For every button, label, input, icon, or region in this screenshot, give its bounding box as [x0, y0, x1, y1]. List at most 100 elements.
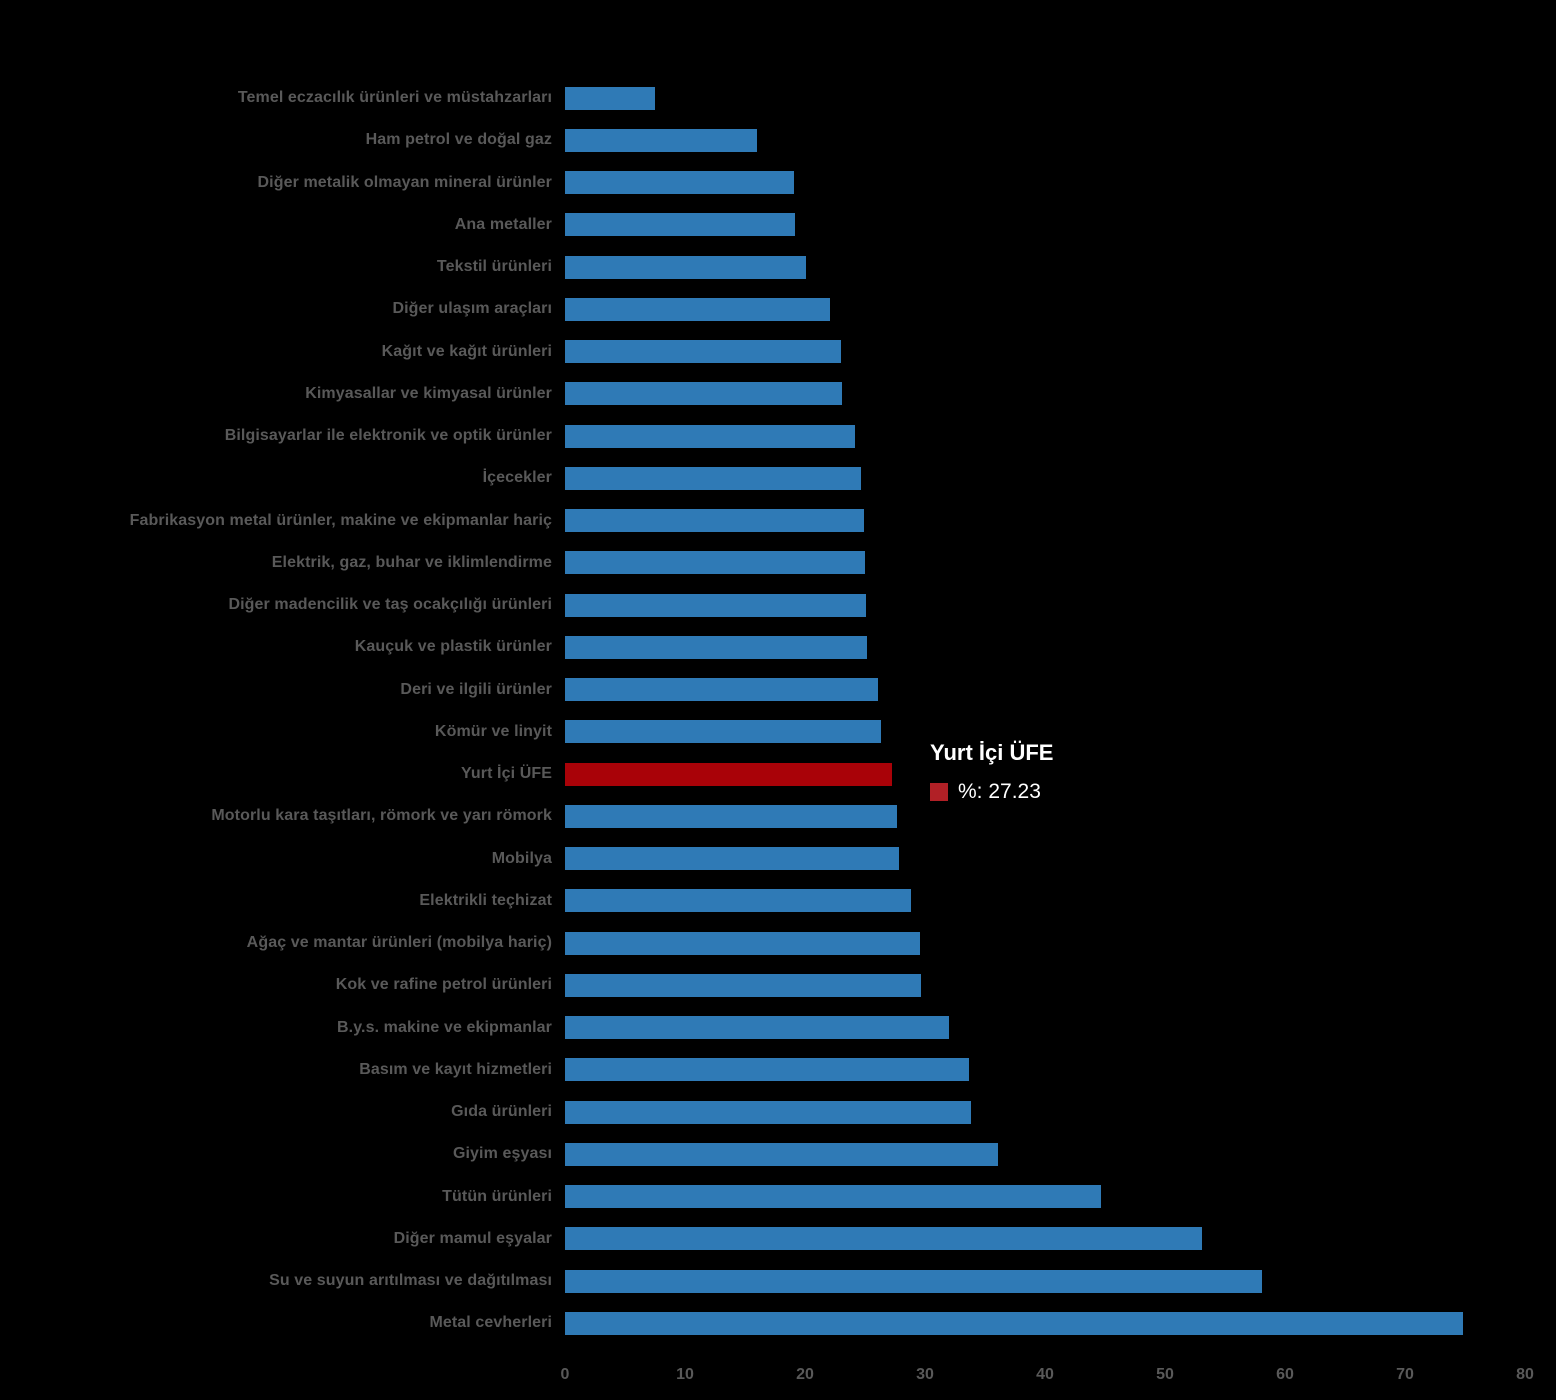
bar-row: Ağaç ve mantar ürünleri (mobilya hariç)	[0, 922, 1556, 964]
bar[interactable]	[565, 171, 795, 195]
category-label: Mobilya	[491, 849, 552, 867]
category-label: B.y.s. makine ve ekipmanlar	[337, 1018, 552, 1036]
tooltip-value: %: 27.23	[958, 780, 1041, 803]
bar-row: Kok ve rafine petrol ürünleri	[0, 964, 1556, 1006]
bar[interactable]	[565, 1058, 970, 1082]
bar[interactable]	[565, 297, 831, 321]
category-label: Ham petrol ve doğal gaz	[365, 131, 552, 149]
category-label: Gıda ürünleri	[451, 1103, 552, 1121]
category-label: Diğer metalik olmayan mineral ürünler	[257, 173, 552, 191]
bar-track	[565, 1142, 1525, 1166]
x-axis-tick-label: 30	[916, 1366, 934, 1383]
bar[interactable]	[565, 424, 856, 448]
bar-track	[565, 424, 1525, 448]
bar-track	[565, 340, 1525, 364]
bar[interactable]	[565, 1269, 1263, 1293]
bar-rows: Temel eczacılık ürünleri ve müstahzarlar…	[0, 77, 1556, 1345]
bar-track	[565, 1100, 1525, 1124]
bar[interactable]	[565, 213, 796, 237]
bar[interactable]	[565, 1100, 971, 1124]
bar-track	[565, 551, 1525, 575]
category-label: Kömür ve linyit	[434, 722, 552, 740]
x-axis-tick-label: 60	[1276, 1366, 1294, 1383]
bar[interactable]	[565, 1311, 1463, 1335]
category-label: Tekstil ürünleri	[436, 258, 552, 276]
bar[interactable]	[565, 340, 841, 364]
bar-track	[565, 889, 1525, 913]
bar[interactable]	[565, 1016, 949, 1040]
bar-track	[565, 1227, 1525, 1251]
highlighted-bar[interactable]	[565, 762, 892, 786]
category-label: Motorlu kara taşıtları, römork ve yarı r…	[211, 807, 552, 825]
bar[interactable]	[565, 720, 881, 744]
x-axis-tick-label: 40	[1036, 1366, 1054, 1383]
bar-track	[565, 973, 1525, 997]
category-label: Diğer madencilik ve taş ocakçılığı ürünl…	[228, 596, 552, 614]
bar-row: Ham petrol ve doğal gaz	[0, 119, 1556, 161]
tooltip: Yurt İçi ÜFE %: 27.23	[930, 740, 1053, 804]
bar[interactable]	[565, 1185, 1102, 1209]
bar-track	[565, 1058, 1525, 1082]
bar-row: Deri ve ilgili ürünler	[0, 669, 1556, 711]
bar[interactable]	[565, 635, 868, 659]
category-label: Metal cevherleri	[429, 1314, 552, 1332]
bar-row: Elektrikli teçhizat	[0, 880, 1556, 922]
bar-track	[565, 297, 1525, 321]
bar-track	[565, 509, 1525, 533]
category-label: Bilgisayarlar ile elektronik ve optik ür…	[224, 427, 552, 445]
bar[interactable]	[565, 466, 862, 490]
x-axis-tick-label: 0	[560, 1366, 570, 1383]
bar-row: Gıda ürünleri	[0, 1091, 1556, 1133]
x-axis-tick-label: 70	[1396, 1366, 1414, 1383]
tooltip-line: %: 27.23	[930, 780, 1053, 804]
category-label: Fabrikasyon metal ürünler, makine ve eki…	[129, 511, 552, 529]
bar-track	[565, 635, 1525, 659]
bar-row: Basım ve kayıt hizmetleri	[0, 1049, 1556, 1091]
bar-track	[565, 86, 1525, 110]
category-label: Ana metaller	[454, 215, 552, 233]
bar-row: B.y.s. makine ve ekipmanlar	[0, 1007, 1556, 1049]
bar-row: Kauçuk ve plastik ürünler	[0, 626, 1556, 668]
x-axis: 0 10 20 30 40 50 60 70 80	[561, 1358, 1534, 1394]
bar-track	[565, 593, 1525, 617]
bar[interactable]	[565, 973, 922, 997]
tooltip-legend-swatch	[930, 783, 948, 801]
category-label: Elektrikli teçhizat	[419, 891, 552, 909]
bar[interactable]	[565, 678, 879, 702]
bar-row: Diğer mamul eşyalar	[0, 1218, 1556, 1260]
category-label: Diğer mamul eşyalar	[393, 1229, 552, 1247]
category-label: Deri ve ilgili ürünler	[400, 680, 552, 698]
bar-row: Elektrik, gaz, buhar ve iklimlendirme	[0, 542, 1556, 584]
bar[interactable]	[565, 128, 757, 152]
bar[interactable]	[565, 1227, 1203, 1251]
category-label: Kimyasallar ve kimyasal ürünler	[305, 384, 552, 402]
bar-row: Diğer metalik olmayan mineral ürünler	[0, 162, 1556, 204]
bar[interactable]	[565, 847, 899, 871]
bar-row: Kimyasallar ve kimyasal ürünler	[0, 373, 1556, 415]
bar-row: Metal cevherleri	[0, 1302, 1556, 1344]
bar-row: Su ve suyun arıtılması ve dağıtılması	[0, 1260, 1556, 1302]
bar-track	[565, 847, 1525, 871]
bar-track	[565, 1016, 1525, 1040]
bar-row: İçecekler	[0, 457, 1556, 499]
bar-track	[565, 128, 1525, 152]
bar-row: Temel eczacılık ürünleri ve müstahzarlar…	[0, 77, 1556, 119]
bar[interactable]	[565, 1142, 999, 1166]
bar-track	[565, 720, 1525, 744]
bar[interactable]	[565, 931, 921, 955]
bar[interactable]	[565, 86, 655, 110]
bar[interactable]	[565, 509, 864, 533]
x-axis-tick-label: 20	[796, 1366, 814, 1383]
bar[interactable]	[565, 889, 911, 913]
bar[interactable]	[565, 593, 867, 617]
bar[interactable]	[565, 382, 843, 406]
bar[interactable]	[565, 255, 807, 279]
bar-row: Diğer ulaşım araçları	[0, 288, 1556, 330]
x-axis-tick-label: 50	[1156, 1366, 1174, 1383]
tooltip-title: Yurt İçi ÜFE	[930, 740, 1054, 765]
bar[interactable]	[565, 551, 865, 575]
bar-track	[565, 804, 1525, 828]
bar[interactable]	[565, 804, 898, 828]
category-label: Giyim eşyası	[452, 1145, 552, 1163]
